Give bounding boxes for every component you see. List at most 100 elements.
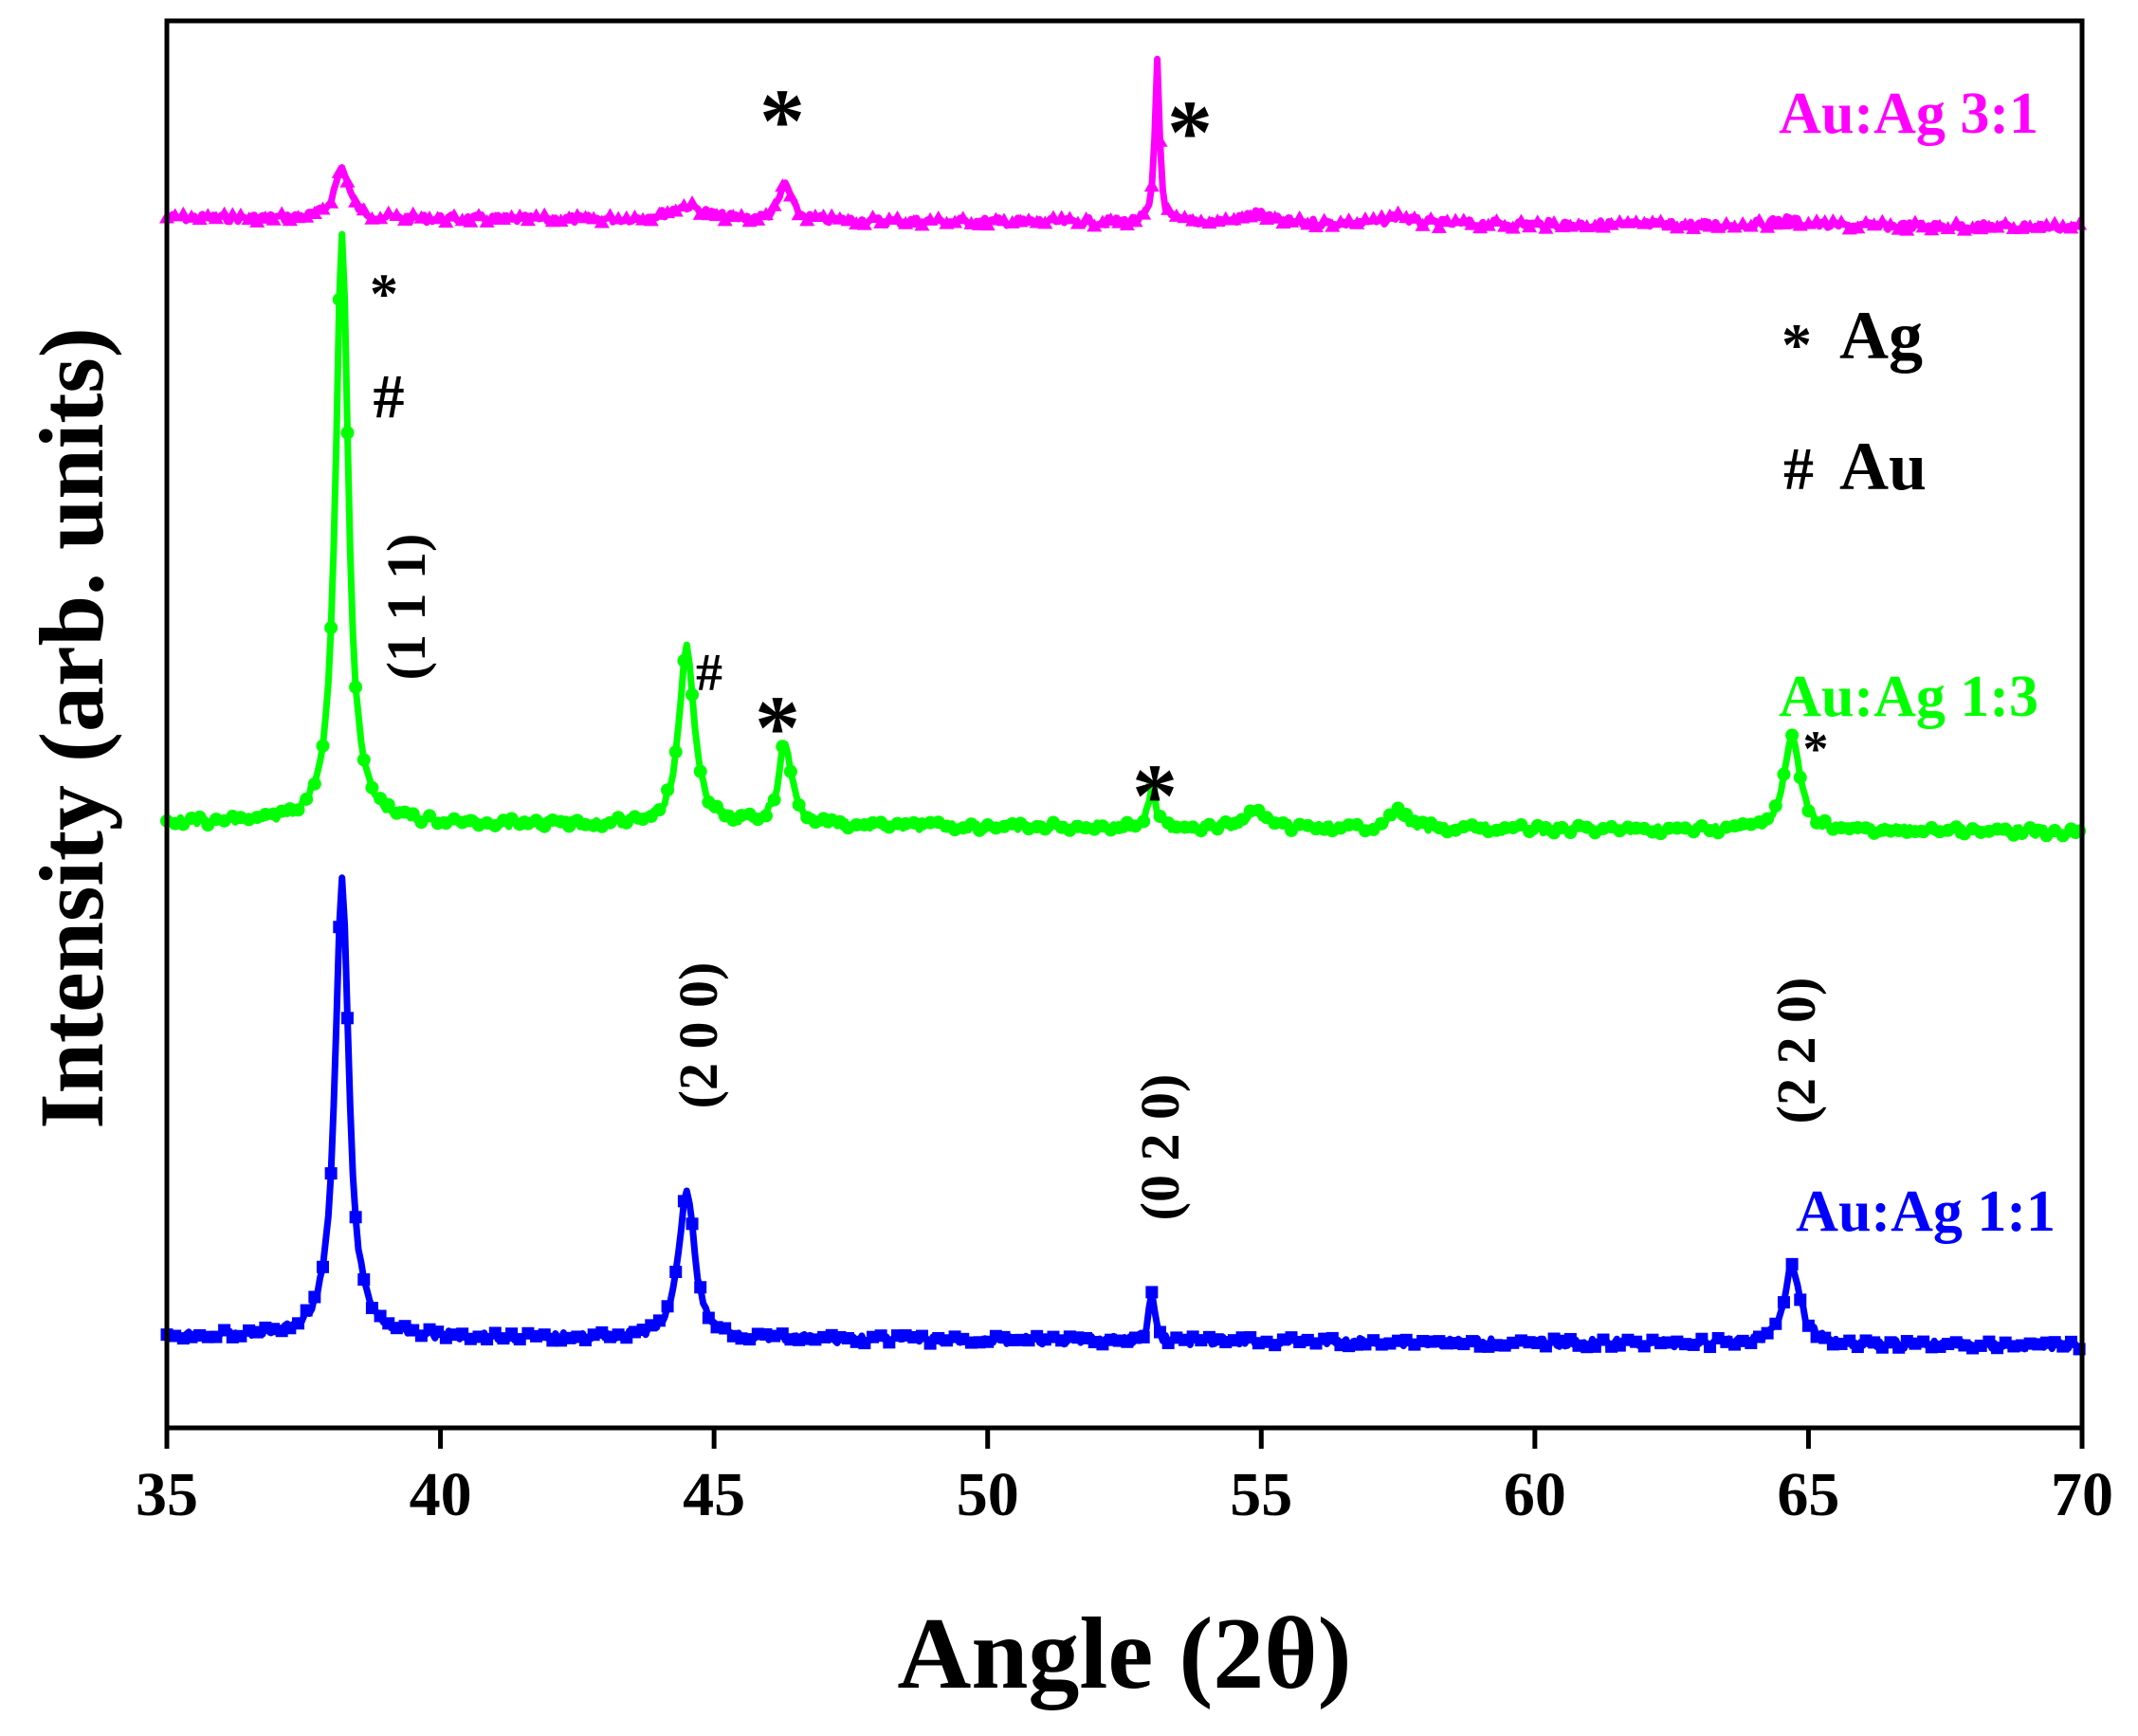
- data-point: [791, 207, 807, 221]
- data-point: [914, 217, 930, 231]
- data-point: [776, 740, 790, 754]
- x-tick-label: 40: [410, 1460, 472, 1529]
- data-point: [429, 210, 446, 225]
- data-point: [1801, 1319, 1815, 1332]
- data-point: [520, 212, 536, 227]
- data-point: [1489, 212, 1505, 227]
- data-point: [668, 745, 683, 759]
- data-point: [208, 210, 224, 225]
- data-point: [602, 208, 618, 222]
- series-2: [160, 230, 2087, 843]
- data-point: [1021, 212, 1036, 227]
- series-1: [159, 55, 2088, 236]
- data-point: [349, 1211, 362, 1224]
- marker-ag-3-1-46: *: [759, 70, 805, 172]
- data-point: [1235, 813, 1250, 827]
- data-point: [405, 206, 421, 220]
- data-point: [627, 209, 643, 223]
- series-layer: [159, 55, 2088, 1356]
- x-tick-label: 45: [683, 1460, 745, 1529]
- data-point: [1137, 814, 1151, 829]
- data-point: [717, 212, 733, 227]
- data-point: [661, 1300, 674, 1313]
- data-point: [316, 739, 330, 753]
- data-point: [1761, 1326, 1774, 1340]
- data-point: [1154, 1325, 1167, 1339]
- data-point: [1538, 220, 1554, 234]
- legend-symbol-au: #: [1783, 435, 1814, 503]
- data-point: [1325, 218, 1341, 232]
- data-point: [1998, 215, 2014, 229]
- data-point: [1152, 133, 1168, 147]
- series-3: [160, 874, 2086, 1356]
- data-point: [470, 208, 486, 222]
- data-point: [685, 1217, 699, 1231]
- data-point: [315, 201, 331, 215]
- data-point: [1718, 215, 1734, 229]
- data-point: [381, 797, 395, 812]
- data-point: [1137, 1330, 1150, 1343]
- data-point: [1087, 218, 1103, 232]
- x-axis-ticks: 35 40 45 50 55 60 65 70: [136, 1428, 2113, 1529]
- data-point: [1801, 804, 1816, 818]
- data-point: [758, 809, 773, 823]
- data-point: [349, 680, 363, 694]
- data-point: [1948, 215, 1964, 229]
- data-point: [1743, 218, 1759, 232]
- legend-label-au: Au: [1839, 429, 1927, 504]
- data-point: [1062, 210, 1078, 225]
- data-point: [1940, 220, 1956, 234]
- miller-label-200: (2 0 0): [667, 962, 729, 1109]
- data-point: [1529, 214, 1545, 228]
- data-point: [1341, 212, 1357, 227]
- data-point: [1103, 212, 1119, 227]
- data-point: [2063, 220, 2079, 234]
- data-point: [710, 799, 724, 813]
- data-point: [677, 653, 691, 667]
- data-point: [356, 753, 371, 767]
- data-point: [1251, 208, 1267, 222]
- data-point: [300, 792, 314, 806]
- legend-label-ag: Ag: [1839, 298, 1923, 374]
- data-point: [406, 807, 420, 821]
- data-point: [1308, 218, 1324, 232]
- data-point: [512, 208, 528, 222]
- x-tick-label: 55: [1230, 1460, 1292, 1529]
- data-point: [1735, 216, 1751, 230]
- data-point: [1349, 215, 1365, 229]
- marker-au-1-3-38: #: [374, 362, 405, 431]
- data-point: [865, 210, 881, 224]
- data-point: [824, 208, 840, 222]
- data-point: [685, 687, 700, 702]
- data-point: [333, 921, 346, 934]
- data-point: [685, 195, 701, 210]
- data-point: [1907, 214, 1923, 228]
- data-point: [1761, 812, 1775, 826]
- data-point: [947, 214, 963, 228]
- data-point: [758, 207, 774, 221]
- data-point: [677, 1195, 690, 1208]
- data-point: [1177, 210, 1193, 224]
- data-point: [1505, 220, 1521, 234]
- data-point: [323, 194, 339, 209]
- x-tick-label: 60: [1504, 1460, 1566, 1529]
- data-point: [1406, 210, 1422, 224]
- data-point: [332, 292, 346, 306]
- marker-ag-1-3-53: *: [1132, 745, 1178, 847]
- x-axis-title: Angle (2θ): [897, 1598, 1351, 1710]
- data-point: [652, 1314, 666, 1327]
- data-point: [1300, 216, 1316, 230]
- data-point: [594, 214, 610, 228]
- miller-label-111: (1 1 1): [375, 534, 437, 681]
- data-point: [348, 193, 364, 208]
- data-point: [783, 764, 797, 778]
- data-point: [316, 1260, 329, 1273]
- data-point: [357, 1273, 371, 1287]
- data-point: [694, 1281, 707, 1294]
- peak-markers: * * * # # * * *: [370, 70, 1829, 847]
- data-point: [1899, 222, 1915, 236]
- x-tick-label: 70: [2051, 1460, 2113, 1529]
- data-point: [1686, 220, 1702, 234]
- data-point: [905, 213, 922, 228]
